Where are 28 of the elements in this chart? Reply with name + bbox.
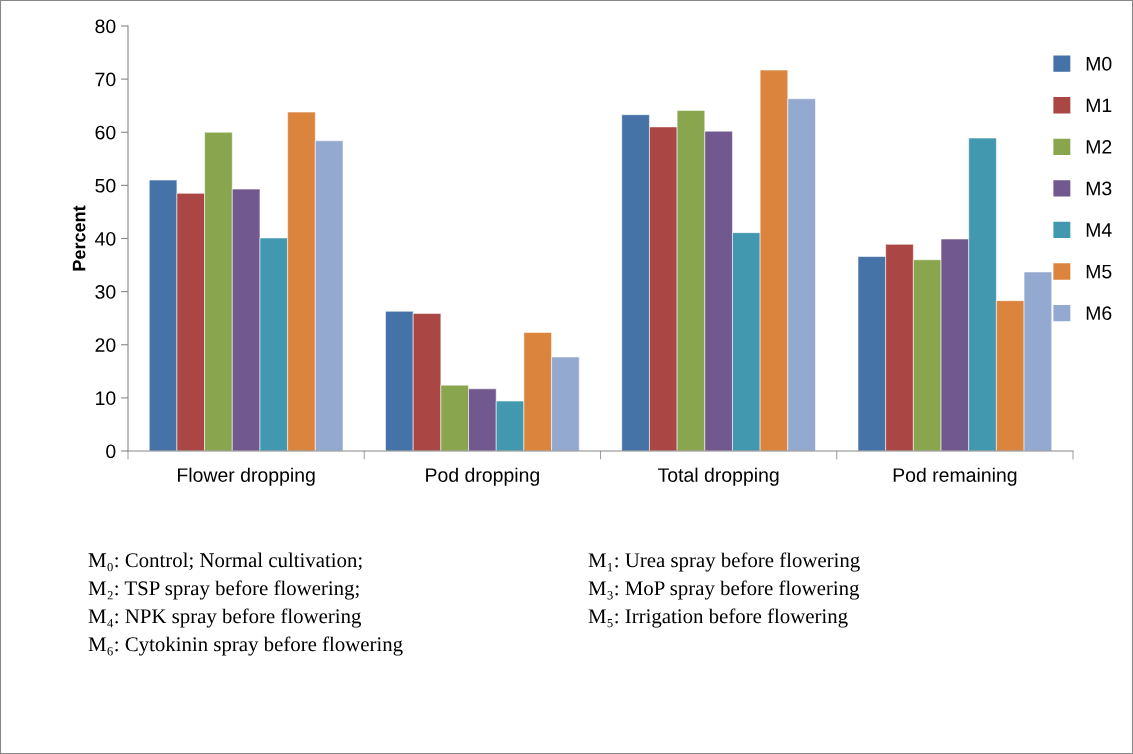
y-axis-title: Percent [72, 205, 86, 271]
legend-label: M5 [1086, 264, 1112, 279]
y-tick-label: 20 [95, 338, 116, 352]
y-tick-label: 70 [95, 72, 116, 87]
legend-label: M6 [1086, 306, 1112, 321]
y-tick-label: 80 [95, 19, 116, 34]
x-tick-label: Total dropping [657, 467, 779, 486]
x-tick-label: Pod dropping [426, 467, 539, 486]
y-tick-label: 60 [95, 125, 116, 140]
legend-label: M4 [1086, 223, 1112, 237]
y-tick-label: 0 [106, 444, 116, 459]
legend-label: M1 [1086, 98, 1112, 113]
y-tick-label: 50 [95, 178, 116, 193]
text: M₄: NPK spray before flowering [88, 608, 362, 628]
legend-label: M0 [1086, 56, 1112, 71]
y-tick-label: 10 [96, 391, 116, 406]
text: M₁: Urea spray before flowering [588, 552, 860, 572]
text: M₃: MoP spray before flowering [588, 580, 860, 600]
text: M₂: TSP spray before flowering; [88, 580, 359, 600]
x-tick-label: Flower dropping [178, 467, 315, 486]
x-tick-label: Pod remaining [893, 467, 1017, 486]
text: M₆: Cytokinin spray before flowering [88, 636, 403, 656]
text: M₀: Control; Normal cultivation; [88, 552, 362, 572]
y-tick-label: 40 [95, 231, 116, 246]
legend-label: M3 [1086, 181, 1112, 196]
y-tick-label: 30 [95, 285, 116, 299]
text: M₅: Irrigation before flowering [588, 608, 848, 628]
legend-label: M2 [1086, 139, 1112, 154]
